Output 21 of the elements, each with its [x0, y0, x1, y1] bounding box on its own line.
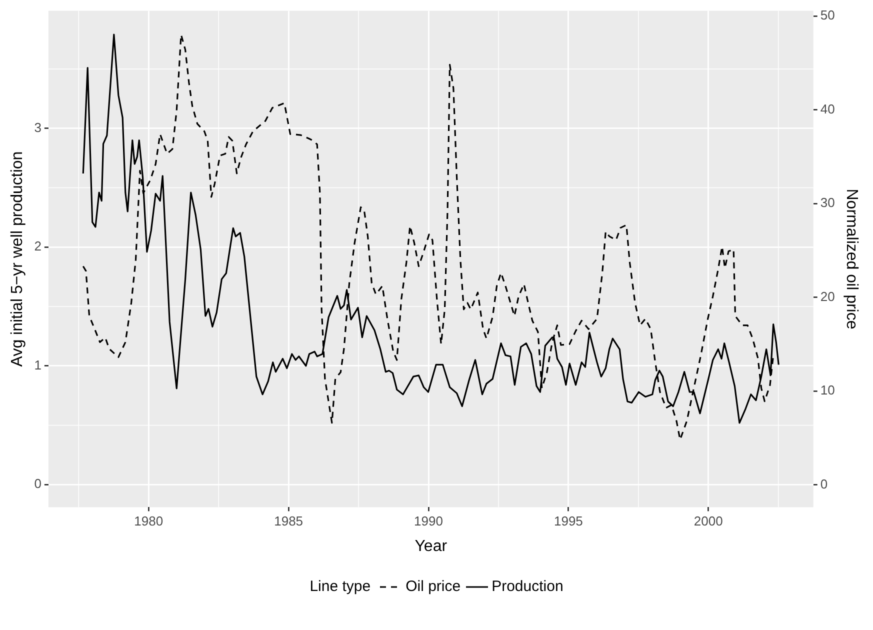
x-tick-label: 1980: [134, 514, 164, 529]
y-axis-title: Avg initial 5−yr well production: [9, 151, 26, 367]
y-tick-label: 0: [34, 476, 42, 492]
y-tick-label: 2: [34, 238, 42, 254]
x-tick-label: 1990: [414, 514, 443, 529]
legend-title: Line type: [310, 578, 371, 595]
y2-tick-label: 20: [820, 288, 835, 304]
y2-tick-label: 50: [820, 8, 835, 23]
legend-label: Oil price: [406, 578, 461, 595]
y-tick-label: 3: [34, 120, 42, 135]
x-tick-label: 1995: [554, 514, 583, 529]
x-tick-label: 1985: [274, 514, 304, 529]
x-axis-title: Year: [414, 538, 448, 555]
y2-tick-label: 0: [820, 476, 828, 492]
legend-label: Production: [492, 578, 564, 595]
x-tick-label: 2000: [694, 514, 723, 529]
y-tick-label: 1: [34, 357, 42, 372]
y2-tick-label: 30: [820, 195, 835, 210]
y2-axis-title: Normalized oil price: [842, 188, 860, 330]
y2-tick-label: 10: [820, 382, 835, 398]
y2-tick-label: 40: [820, 101, 835, 116]
